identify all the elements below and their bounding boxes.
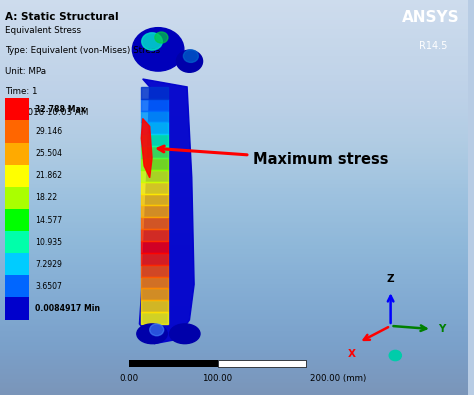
Text: 7.2929: 7.2929: [35, 260, 62, 269]
Text: ANSYS: ANSYS: [402, 10, 460, 25]
Polygon shape: [141, 99, 168, 111]
Polygon shape: [141, 253, 168, 265]
Text: R14.5: R14.5: [419, 41, 447, 51]
Polygon shape: [141, 118, 152, 178]
Polygon shape: [141, 229, 168, 241]
Polygon shape: [141, 87, 168, 99]
Polygon shape: [141, 205, 168, 217]
Circle shape: [155, 32, 168, 43]
Bar: [5, 253, 29, 275]
Bar: [128, 360, 218, 367]
Bar: [218, 360, 306, 367]
Text: 10.935: 10.935: [35, 238, 62, 246]
Text: Unit: MPa: Unit: MPa: [5, 67, 46, 76]
Bar: [5, 165, 29, 187]
Circle shape: [142, 33, 162, 50]
Polygon shape: [139, 79, 194, 344]
Text: 100.00: 100.00: [202, 374, 233, 383]
Text: Y: Y: [438, 324, 446, 334]
Circle shape: [183, 50, 198, 62]
Text: Z: Z: [387, 275, 394, 284]
Polygon shape: [141, 288, 168, 300]
Text: 25.504: 25.504: [35, 149, 62, 158]
Polygon shape: [141, 194, 168, 205]
Text: 2/9/2016 10:03 AM: 2/9/2016 10:03 AM: [5, 108, 88, 117]
Text: 0.00: 0.00: [119, 374, 138, 383]
Ellipse shape: [137, 324, 167, 344]
Text: Type: Equivalent (von-Mises) Stress: Type: Equivalent (von-Mises) Stress: [5, 46, 160, 55]
Polygon shape: [141, 300, 168, 312]
Circle shape: [150, 324, 164, 336]
Text: Time: 1: Time: 1: [5, 87, 37, 96]
Polygon shape: [141, 158, 168, 170]
Polygon shape: [141, 111, 168, 122]
Text: Maximum stress: Maximum stress: [158, 146, 388, 167]
Bar: [5, 209, 29, 231]
Polygon shape: [141, 276, 168, 288]
Polygon shape: [141, 312, 168, 324]
Bar: [5, 143, 29, 165]
Circle shape: [176, 50, 202, 72]
Polygon shape: [141, 170, 168, 182]
Bar: [5, 187, 29, 209]
Polygon shape: [141, 241, 168, 253]
Text: 29.146: 29.146: [35, 127, 62, 136]
Text: Equivalent Stress: Equivalent Stress: [5, 26, 81, 35]
Text: 14.577: 14.577: [35, 216, 62, 224]
Text: 0.0084917 Min: 0.0084917 Min: [35, 304, 100, 313]
Polygon shape: [141, 182, 168, 194]
Bar: [5, 98, 29, 120]
Circle shape: [132, 28, 184, 71]
Polygon shape: [141, 122, 168, 134]
Polygon shape: [141, 134, 168, 146]
Bar: [5, 120, 29, 143]
Polygon shape: [141, 217, 168, 229]
Text: 32.788 Max: 32.788 Max: [35, 105, 86, 114]
Polygon shape: [141, 146, 168, 158]
Text: X: X: [348, 349, 356, 359]
Text: A: Static Structural: A: Static Structural: [5, 12, 118, 22]
Bar: [5, 275, 29, 297]
Circle shape: [389, 350, 401, 361]
Text: 18.22: 18.22: [35, 194, 57, 202]
Text: 3.6507: 3.6507: [35, 282, 62, 291]
Ellipse shape: [170, 324, 200, 344]
Bar: [5, 231, 29, 253]
Text: 200.00 (mm): 200.00 (mm): [310, 374, 366, 383]
Text: 21.862: 21.862: [35, 171, 62, 180]
Polygon shape: [141, 265, 168, 276]
Bar: [5, 297, 29, 320]
